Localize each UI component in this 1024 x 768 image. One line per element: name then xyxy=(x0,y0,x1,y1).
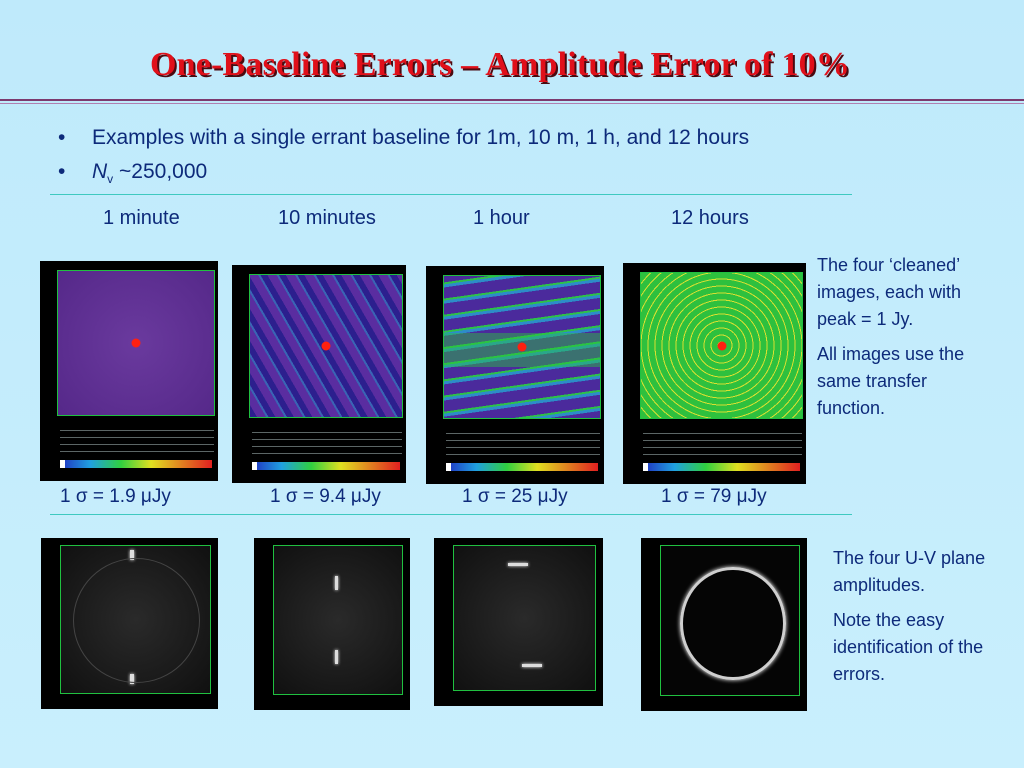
title-divider-thin xyxy=(0,103,1024,104)
time-label-10min: 10 minutes xyxy=(278,207,376,229)
uv-plot xyxy=(273,545,403,695)
image-plot xyxy=(443,275,601,419)
uv-amplitude-10min xyxy=(254,538,410,710)
uv-plot xyxy=(453,545,596,691)
bullet-text: Examples with a single errant baseline f… xyxy=(92,126,750,149)
nv-value: ~250,000 xyxy=(119,160,208,183)
bullet-dot-icon: • xyxy=(58,126,66,149)
color-bar xyxy=(446,463,598,471)
image-header-text xyxy=(252,429,402,459)
uv-amplitude-12hours xyxy=(641,538,807,711)
color-bar xyxy=(643,463,800,471)
sigma-label-10min: 1 σ = 9.4 μJy xyxy=(270,486,381,507)
note-cleaned-images: The four ‘cleaned’ images, each with pea… xyxy=(817,252,997,430)
peak-marker xyxy=(717,341,726,350)
image-header-text xyxy=(643,430,802,460)
bullet-item: • Examples with a single errant baseline… xyxy=(58,126,749,150)
sigma-label-12hours: 1 σ = 79 μJy xyxy=(661,486,767,507)
image-plot xyxy=(249,274,403,418)
cleaned-image-1min xyxy=(40,261,218,481)
nv-symbol: N xyxy=(92,160,108,183)
image-plot xyxy=(640,272,803,419)
cleaned-image-1hour xyxy=(426,266,604,484)
bullet-list: • Examples with a single errant baseline… xyxy=(58,126,749,196)
time-label-1hour: 1 hour xyxy=(473,207,530,229)
sigma-label-1hour: 1 σ = 25 μJy xyxy=(462,486,568,507)
cleaned-image-10min xyxy=(232,265,406,483)
time-label-1min: 1 minute xyxy=(103,207,180,229)
note-text: Note the easy identification of the erro… xyxy=(833,610,984,684)
error-spot xyxy=(335,575,339,590)
error-spot xyxy=(335,649,339,664)
image-header-text xyxy=(60,427,214,457)
uv-amplitude-1hour xyxy=(434,538,603,706)
note-text: All images use the same transfer functio… xyxy=(817,344,965,418)
note-text: The four ‘cleaned’ images, each with pea… xyxy=(817,255,962,329)
uv-plot xyxy=(60,545,211,694)
section-divider xyxy=(50,194,852,195)
cleaned-image-12hours xyxy=(623,263,806,484)
color-bar xyxy=(252,462,400,470)
bullet-text: Nv ~250,000 xyxy=(92,160,207,186)
peak-marker xyxy=(131,338,141,348)
error-spot xyxy=(521,664,542,668)
bullet-dot-icon: • xyxy=(58,160,66,183)
image-plot xyxy=(57,270,215,416)
time-label-12hours: 12 hours xyxy=(671,207,749,229)
peak-marker xyxy=(321,341,331,351)
note-uv-plane: The four U-V plane amplitudes. Note the … xyxy=(833,545,1003,696)
title-divider xyxy=(0,99,1024,101)
peak-marker xyxy=(517,342,527,352)
uv-plot xyxy=(660,545,800,696)
slide-title: One-Baseline Errors – Amplitude Error of… xyxy=(149,46,851,83)
color-bar xyxy=(60,460,212,468)
error-spot xyxy=(507,563,528,567)
nv-subscript: v xyxy=(107,172,114,187)
sigma-label-1min: 1 σ = 1.9 μJy xyxy=(60,486,171,507)
note-text: The four U-V plane amplitudes. xyxy=(833,548,986,595)
bullet-item: • Nv ~250,000 xyxy=(58,160,749,186)
error-spot xyxy=(129,550,134,561)
error-spot xyxy=(129,673,134,684)
section-divider xyxy=(50,514,852,515)
uv-amplitude-1min xyxy=(41,538,218,709)
image-header-text xyxy=(446,430,600,460)
